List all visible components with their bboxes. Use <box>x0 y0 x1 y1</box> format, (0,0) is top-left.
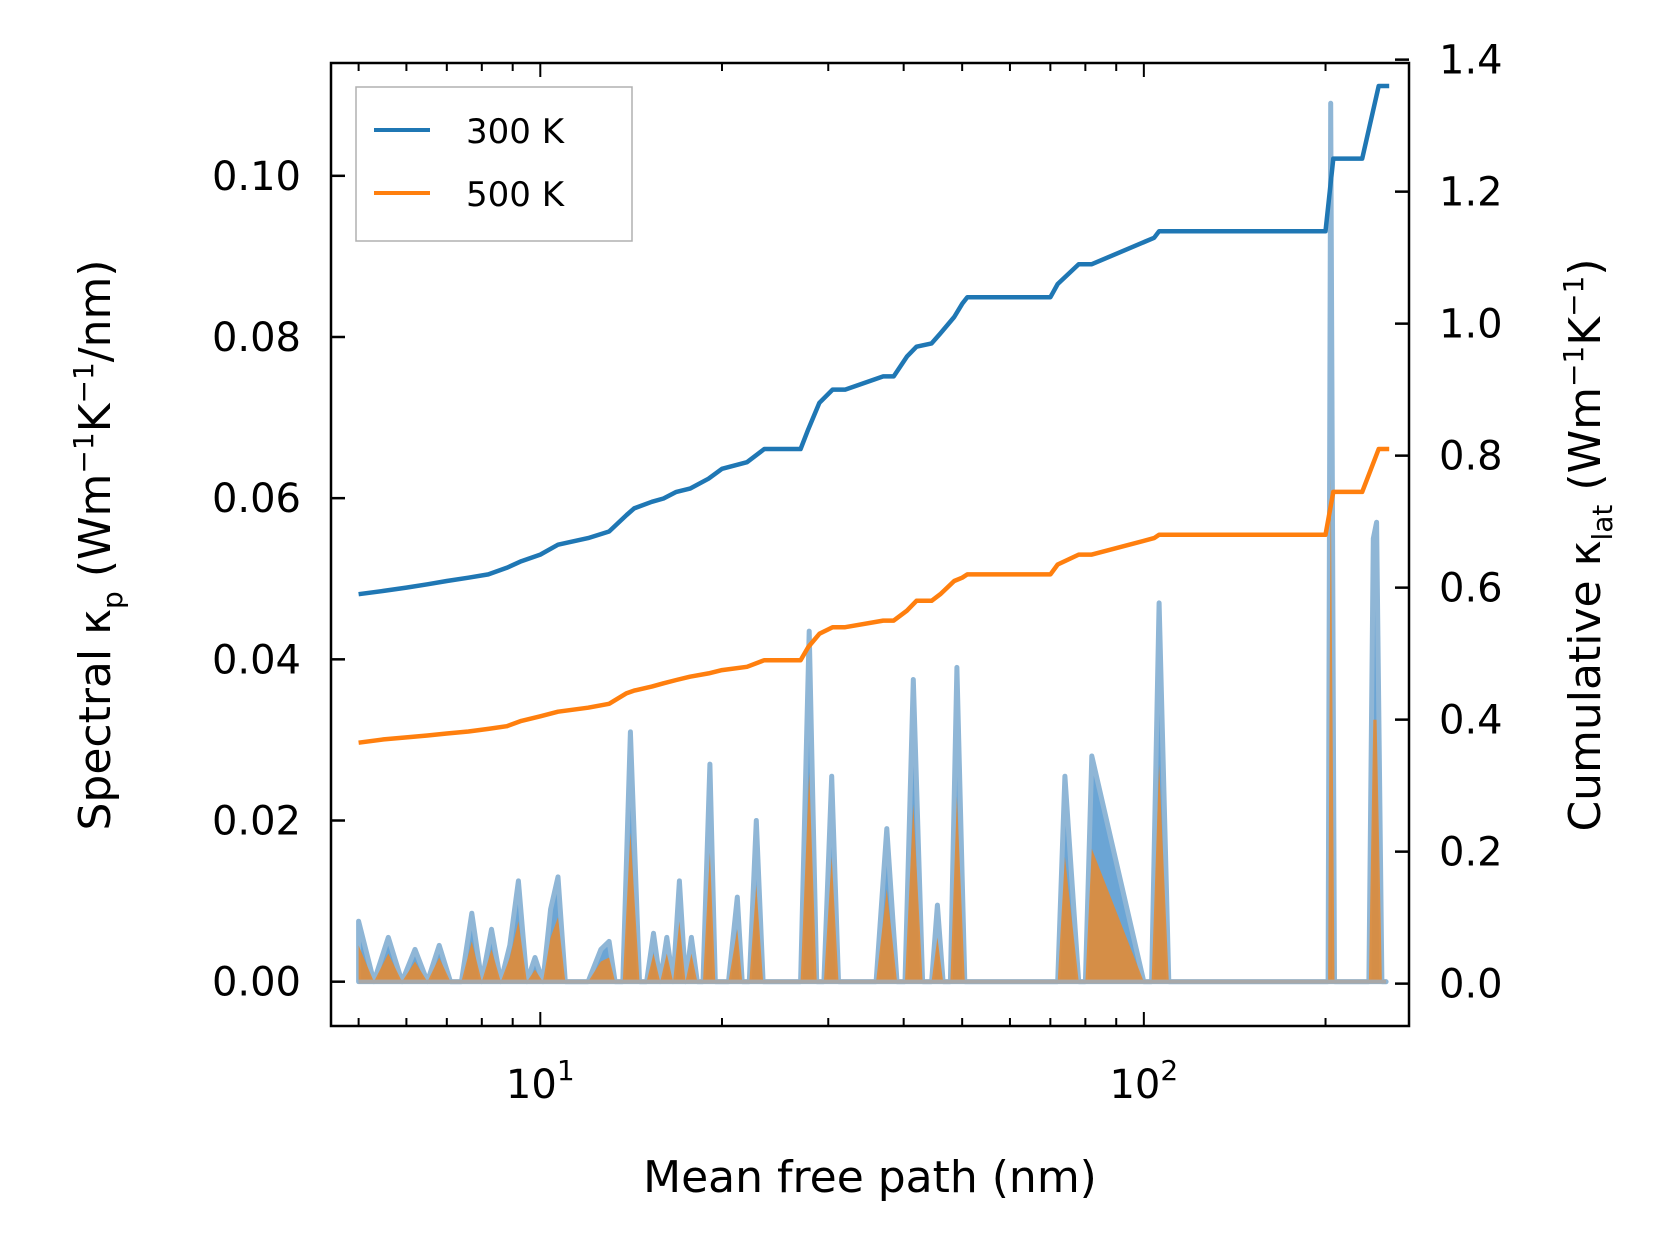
y-right-tick-label: 0.2 <box>1439 830 1503 876</box>
y-right-tick-label: 1.0 <box>1439 302 1503 348</box>
x-axis-title: Mean free path (nm) <box>643 1152 1097 1203</box>
cumulative-line-300k <box>358 83 1390 597</box>
legend-box <box>355 86 633 242</box>
axis-ticks: 0.00 0.02 0.04 0.06 0.08 0.10 0.0 0.2 0.4 0.6 0.8 1… <box>212 38 1503 1108</box>
y-left-tick-label: 0.04 <box>212 637 301 683</box>
y-right-tick-label: 0.0 <box>1439 962 1503 1008</box>
y-right-tick-label: 1.2 <box>1439 170 1503 216</box>
legend-label-500k: 500 K <box>466 175 566 215</box>
legend-label-300k: 300 K <box>466 112 566 152</box>
y-left-tick-label: 0.08 <box>212 315 301 361</box>
spectral-series <box>356 100 1389 985</box>
y-left-tick-label: 0.06 <box>212 476 301 522</box>
plot-area <box>356 83 1390 985</box>
y-left-tick-label: 0.10 <box>212 154 301 200</box>
y-axis-right-title: Cumulative κlat (Wm−1K−1) <box>1557 258 1619 831</box>
x-tick-label: 102 <box>1109 1054 1178 1108</box>
y-right-tick-label: 1.4 <box>1439 38 1503 84</box>
cumulative-series <box>358 83 1390 745</box>
legend: 300 K 500 K <box>355 86 633 242</box>
x-tick-label: 101 <box>506 1054 575 1108</box>
y-left-tick-label: 0.02 <box>212 799 301 845</box>
y-right-tick-label: 0.6 <box>1439 566 1503 612</box>
y-left-tick-label: 0.00 <box>212 960 301 1006</box>
y-right-tick-label: 0.4 <box>1439 698 1503 744</box>
plot-frame <box>329 61 1411 1028</box>
cumulative-line-500k <box>358 446 1390 745</box>
y-right-tick-label: 0.8 <box>1439 434 1503 480</box>
y-axis-left-title: Spectral κp (Wm−1K−1/nm) <box>67 259 129 830</box>
